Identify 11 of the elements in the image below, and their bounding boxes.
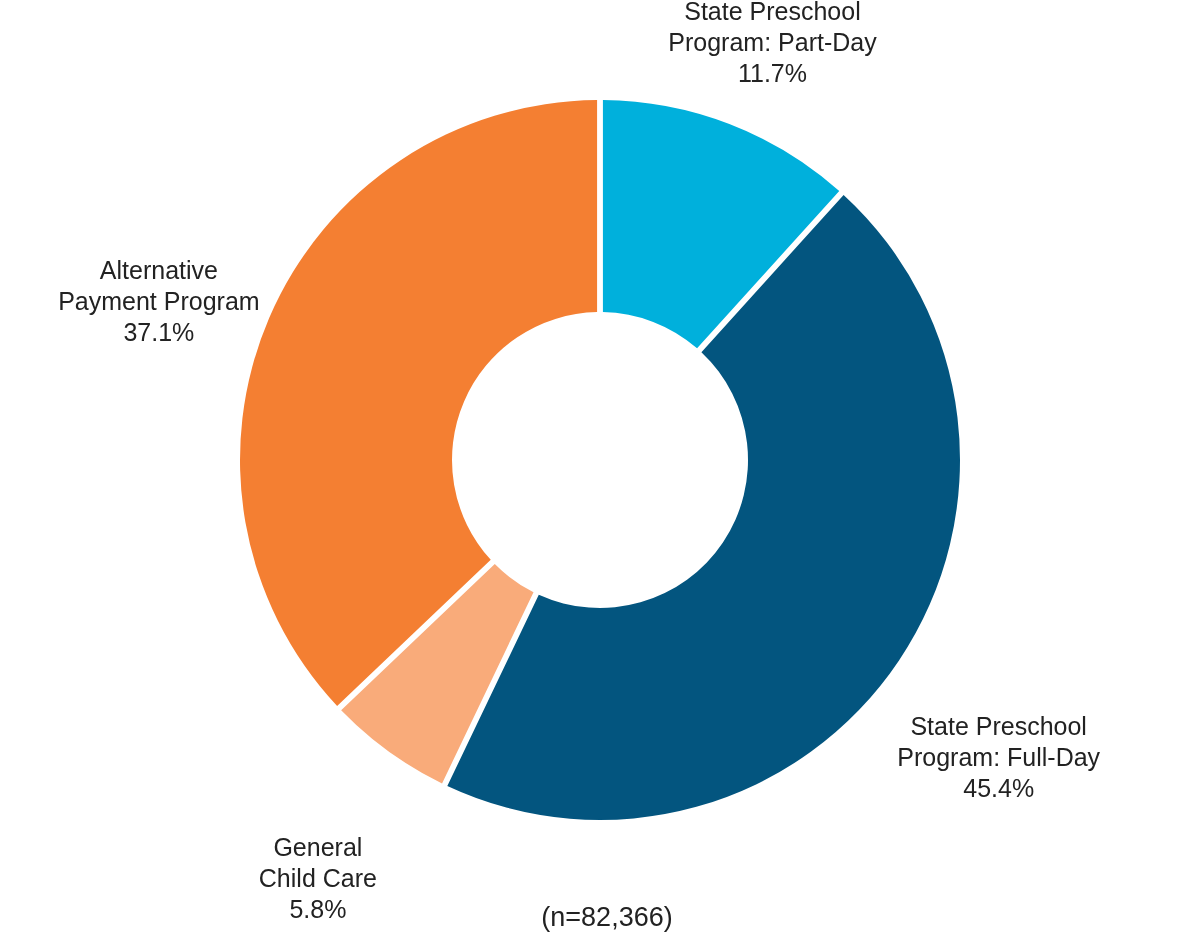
data-label: 11.7% [737, 59, 807, 88]
text: (n=82,366) [541, 902, 673, 932]
data-label: 45.4% [963, 774, 1035, 803]
slice-label: General Child Care [258, 833, 377, 893]
data-label: 5.8% [289, 895, 347, 924]
slice-label: State Preschool Program: Part-Day [668, 0, 878, 57]
slice-label: Alternative Payment Program [58, 255, 260, 315]
slice-label: State Preschool Program: Full-Day [897, 712, 1101, 772]
data-label: 37.1% [123, 317, 195, 346]
donut-slice [602, 100, 840, 349]
donut-slice [341, 564, 534, 784]
